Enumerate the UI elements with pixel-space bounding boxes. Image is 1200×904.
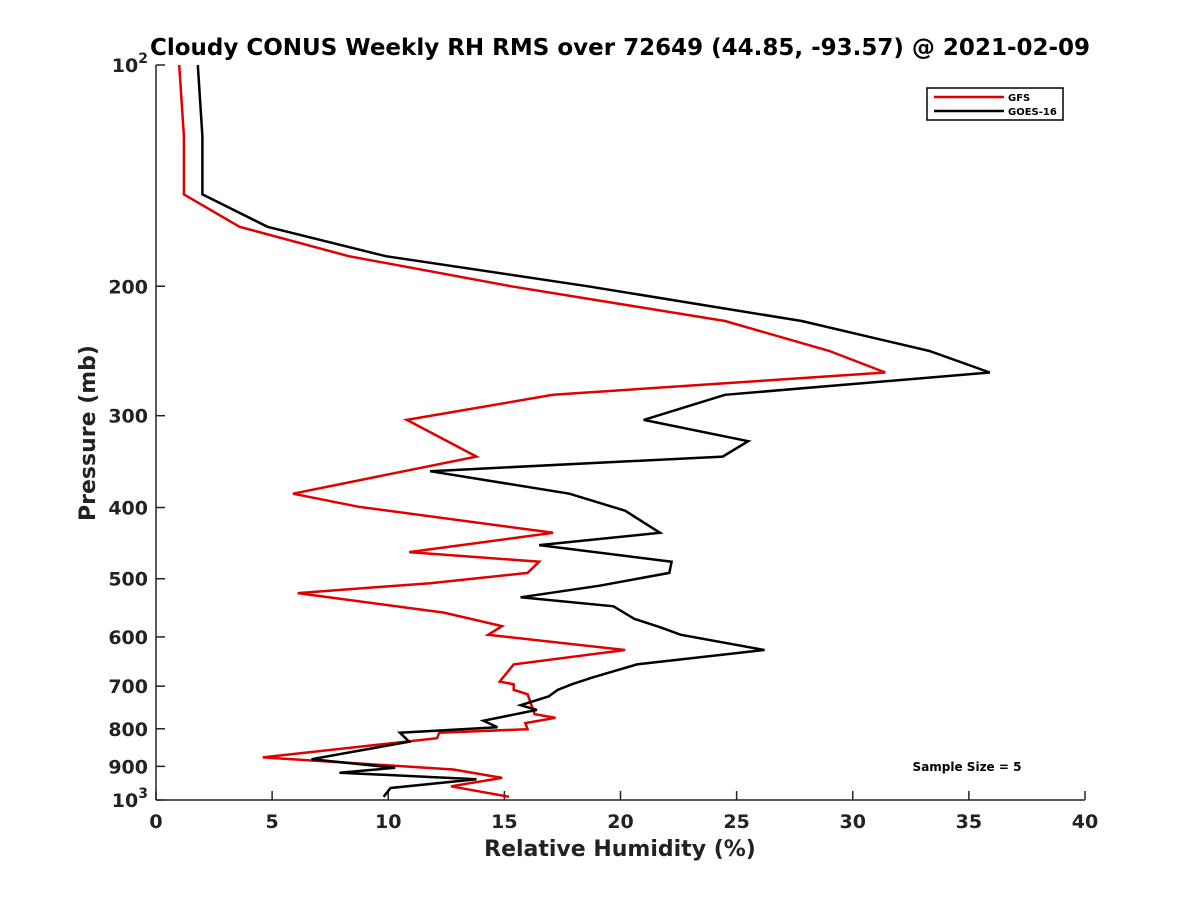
- x-tick-label: 15: [491, 811, 517, 833]
- x-tick-label: 10: [375, 811, 401, 833]
- legend-box: [926, 87, 1064, 121]
- axes-layer: 0 5 10 15 20 25 30 35 40 102 200 300 400 500 600 700 800…: [108, 51, 1098, 833]
- legend: GFS GOES-16: [926, 87, 1064, 121]
- x-tick-label: 5: [266, 811, 279, 833]
- series-line-goes-16: [196, 64, 991, 798]
- x-tick-label: 25: [723, 811, 749, 833]
- y-tick-label: 103: [112, 786, 148, 812]
- x-tick-label: 20: [607, 811, 633, 833]
- y-tick-label: 200: [108, 276, 148, 298]
- y-tick-label: 800: [108, 719, 148, 741]
- x-tick-label: 30: [840, 811, 866, 833]
- y-tick-label: 900: [108, 756, 148, 778]
- y-tick-label: 400: [108, 498, 148, 520]
- series-layer: [177, 64, 991, 799]
- legend-label-gfs: GFS: [1008, 93, 1030, 104]
- y-tick-label: 700: [108, 676, 148, 698]
- y-tick-label: 500: [108, 569, 148, 591]
- chart-title: Cloudy CONUS Weekly RH RMS over 72649 (4…: [150, 35, 1090, 61]
- legend-label-goes-16: GOES-16: [1008, 107, 1057, 118]
- x-tick-label: 35: [956, 811, 982, 833]
- x-tick-label: 40: [1072, 811, 1098, 833]
- y-tick-label: 102: [112, 51, 148, 77]
- x-tick-label: 0: [149, 811, 162, 833]
- series-line-gfs: [177, 64, 886, 799]
- x-axis-title: Relative Humidity (%): [484, 837, 756, 862]
- y-axis-title: Pressure (mb): [76, 345, 101, 521]
- y-tick-label: 600: [108, 627, 148, 649]
- y-tick-label: 300: [108, 406, 148, 428]
- sample-size-annotation: Sample Size = 5: [913, 760, 1022, 774]
